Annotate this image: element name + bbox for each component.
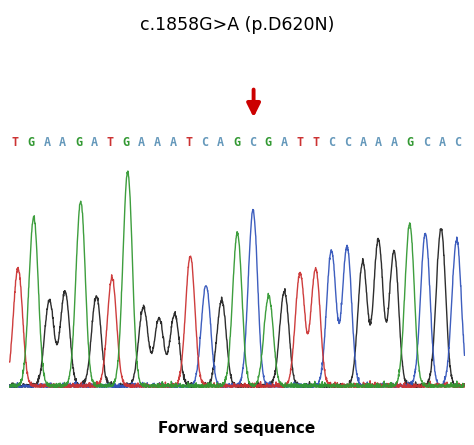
Text: A: A (391, 136, 398, 149)
Text: A: A (375, 136, 383, 149)
Text: Forward sequence: Forward sequence (158, 421, 316, 436)
Text: C: C (344, 136, 351, 149)
Text: G: G (27, 136, 35, 149)
Text: A: A (170, 136, 177, 149)
Text: C: C (249, 136, 256, 149)
Text: c.1858G>A (p.D620N): c.1858G>A (p.D620N) (140, 16, 334, 33)
Text: G: G (75, 136, 82, 149)
Text: G: G (122, 136, 129, 149)
Text: A: A (438, 136, 446, 149)
Text: A: A (281, 136, 288, 149)
Text: A: A (44, 136, 51, 149)
Text: A: A (59, 136, 66, 149)
Text: C: C (423, 136, 430, 149)
Text: A: A (217, 136, 224, 149)
Text: C: C (328, 136, 335, 149)
Text: T: T (12, 136, 19, 149)
Text: A: A (138, 136, 146, 149)
Text: T: T (312, 136, 319, 149)
Text: A: A (359, 136, 366, 149)
Text: G: G (264, 136, 272, 149)
Text: G: G (407, 136, 414, 149)
Text: A: A (91, 136, 98, 149)
Text: A: A (154, 136, 161, 149)
Text: C: C (201, 136, 209, 149)
Text: C: C (454, 136, 461, 149)
Text: T: T (296, 136, 303, 149)
Text: T: T (186, 136, 193, 149)
Text: T: T (107, 136, 114, 149)
Text: G: G (233, 136, 240, 149)
